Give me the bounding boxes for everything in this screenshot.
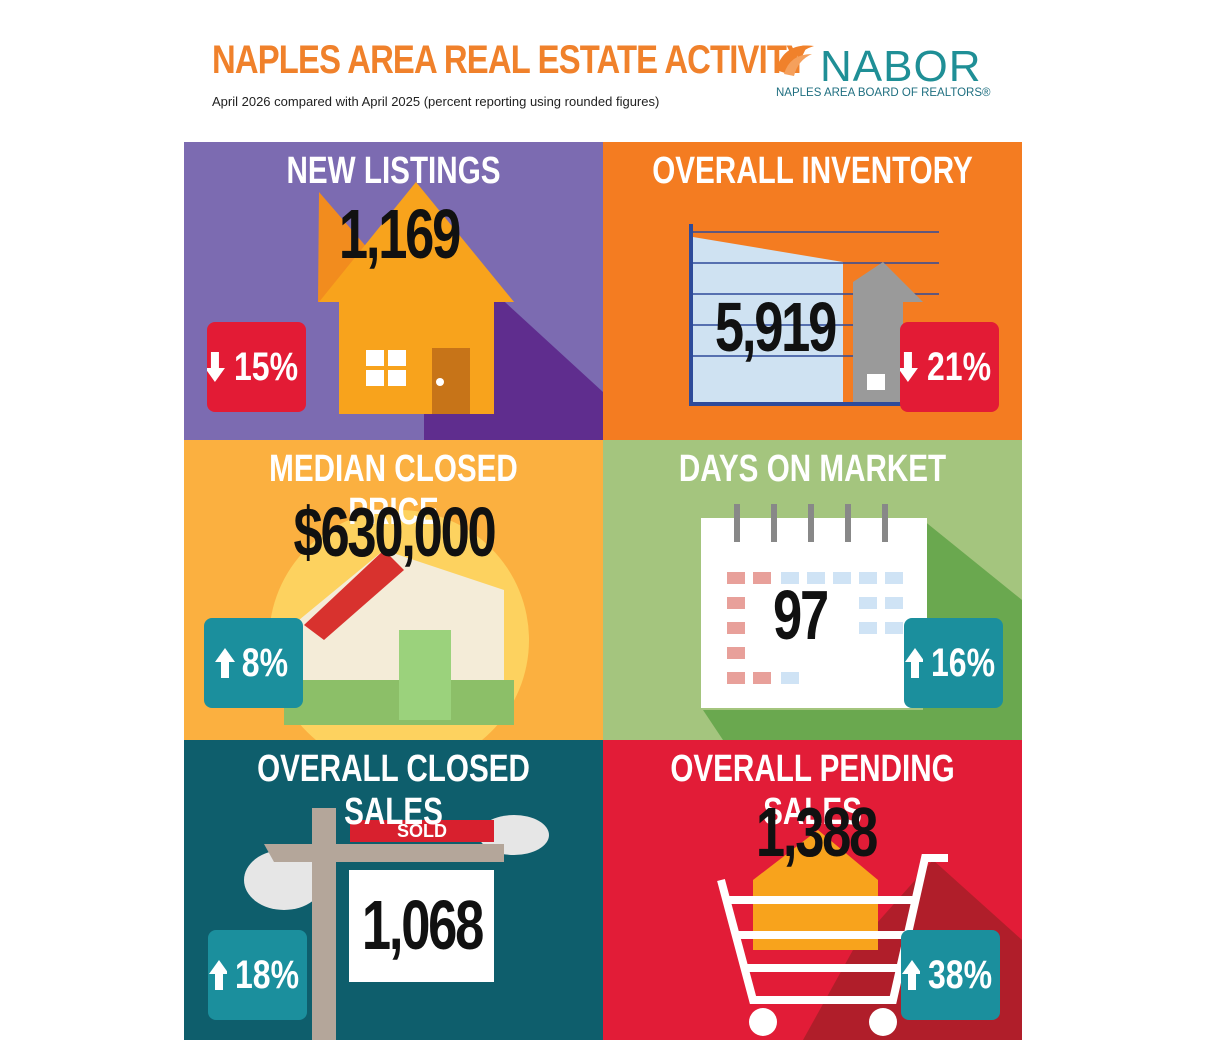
- tile-value: 97: [773, 576, 829, 654]
- change-value: 8%: [241, 640, 288, 685]
- header: NAPLES AREA REAL ESTATE ACTIVITY April 2…: [184, 0, 1022, 142]
- tile-title: OVERALL INVENTORY: [652, 150, 973, 192]
- change-value: 16%: [930, 640, 995, 685]
- logo-tagline: NAPLES AREA BOARD OF REALTORS®: [776, 87, 991, 99]
- change-badge: 18%: [208, 930, 307, 1020]
- arrow: [900, 352, 918, 382]
- tile-title: OVERALL PENDING SALES: [670, 748, 955, 833]
- tile-value: 1,169: [338, 195, 461, 273]
- logo-name: NABOR: [820, 42, 982, 91]
- title: NAPLES AREA REAL ESTATE ACTIVITY: [212, 38, 808, 82]
- tile: NEW LISTINGS 1,169 15%: [184, 142, 603, 442]
- change-badge: 16%: [904, 618, 1003, 708]
- tile-title: OVERALL CLOSED SALES: [257, 748, 530, 833]
- change-badge: 38%: [901, 930, 1000, 1020]
- tile: OVERALL PENDING SALES 1,388 38%: [603, 740, 1022, 1040]
- tile: DAYS ON MARKET 97 16%: [603, 440, 1022, 740]
- tile: OVERALL CLOSED SALES SOLD 1,068 18%: [184, 740, 603, 1040]
- sold-sign-illustration: [244, 808, 549, 1040]
- tile-value: 1,388: [755, 793, 878, 871]
- subtitle: April 2026 compared with April 2025 (per…: [212, 94, 660, 109]
- tile: MEDIAN CLOSED PRICE $630,000 8%: [184, 440, 603, 740]
- change-value: 15%: [233, 344, 298, 389]
- tile-value: 1,068: [361, 886, 484, 964]
- change-value: 18%: [234, 952, 299, 997]
- logo-icon: [776, 45, 814, 76]
- tile-title: NEW LISTINGS: [286, 150, 501, 192]
- inventory-illustration: [689, 224, 939, 406]
- arrow: [214, 648, 235, 678]
- change-badge: 21%: [900, 322, 999, 412]
- sign-text: SOLD: [396, 821, 447, 841]
- tile-value: $630,000: [293, 493, 497, 571]
- arrow: [207, 352, 225, 382]
- change-badge: 8%: [204, 618, 303, 708]
- tile-value: 5,919: [714, 288, 837, 366]
- arrow: [902, 960, 920, 990]
- change-value: 21%: [926, 344, 991, 389]
- change-badge: 15%: [207, 322, 306, 412]
- arrow: [905, 648, 923, 678]
- tile-title: DAYS ON MARKET: [678, 448, 947, 490]
- tile: OVERALL INVENTORY 5,919 21%: [603, 142, 1022, 442]
- arrow: [209, 960, 227, 990]
- tile-title: MEDIAN CLOSED PRICE: [269, 448, 518, 533]
- house-illustration: [318, 182, 603, 442]
- money-house-illustration: [269, 510, 529, 740]
- change-value: 38%: [927, 952, 992, 997]
